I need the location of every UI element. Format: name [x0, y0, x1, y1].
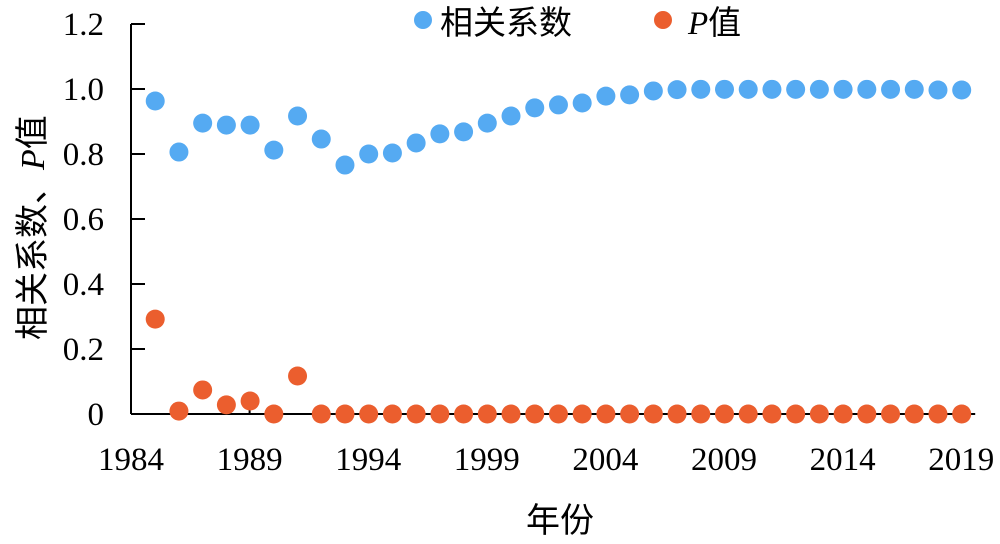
x-tick-label: 2009	[691, 442, 757, 478]
data-point	[952, 404, 972, 424]
legend-marker-correlation	[414, 11, 432, 29]
data-point	[501, 404, 521, 424]
legend-label-correlation: 相关系数	[440, 3, 572, 42]
data-point	[715, 404, 734, 424]
y-tick-label: 0.6	[63, 202, 104, 238]
data-point	[928, 404, 948, 424]
data-point	[833, 404, 853, 424]
x-tick-label: 2019	[928, 442, 994, 478]
data-point	[904, 79, 924, 99]
data-point	[240, 115, 260, 135]
x-tick-label: 1984	[98, 442, 164, 478]
data-point	[833, 79, 853, 99]
data-point	[928, 80, 948, 100]
data-point	[525, 404, 545, 424]
y-tick-label: 0	[88, 397, 105, 433]
data-point	[382, 143, 402, 163]
data-point	[359, 404, 379, 424]
x-tick-label: 2014	[810, 442, 876, 478]
legend-marker-pvalue	[654, 11, 672, 29]
y-tick-label: 1.2	[63, 7, 104, 43]
data-point	[786, 79, 806, 99]
data-point	[430, 124, 450, 144]
data-point	[809, 79, 829, 99]
data-point	[738, 404, 758, 424]
data-point	[430, 404, 450, 424]
x-axis-title: 年份	[526, 501, 594, 541]
data-point	[477, 404, 497, 424]
data-point	[643, 81, 663, 101]
data-point	[762, 404, 782, 424]
data-point	[335, 404, 355, 424]
data-point	[572, 93, 592, 113]
data-point	[501, 106, 521, 126]
data-point	[216, 395, 236, 415]
data-point	[359, 144, 379, 164]
data-point	[335, 155, 355, 175]
x-tick-label: 1999	[454, 442, 520, 478]
data-point	[454, 122, 474, 142]
data-point	[169, 401, 189, 421]
data-point	[857, 79, 877, 99]
data-point	[857, 404, 877, 424]
x-tick-label: 1994	[335, 442, 401, 478]
data-point	[264, 404, 284, 424]
data-point	[620, 404, 640, 424]
x-axis: 1984 1989 1994 1999 2004 2009 2014 2019	[98, 407, 994, 478]
data-point	[454, 404, 474, 424]
data-point	[477, 113, 497, 133]
data-point	[548, 95, 568, 115]
data-point	[145, 309, 165, 329]
y-tick-label: 0.2	[63, 332, 104, 368]
y-axis-title: 相关系数、P值	[13, 115, 53, 340]
data-point	[311, 129, 331, 149]
data-point	[596, 86, 616, 106]
series-pvalue	[145, 309, 972, 424]
data-point	[881, 79, 901, 99]
x-tick-label: 1989	[217, 442, 283, 478]
y-tick-label: 0.8	[63, 137, 104, 173]
data-point	[382, 404, 402, 424]
data-point	[548, 404, 568, 424]
data-point	[620, 85, 640, 105]
series-layer	[145, 79, 972, 424]
data-point	[311, 404, 331, 424]
data-point	[643, 404, 663, 424]
data-point	[952, 80, 972, 100]
data-point	[406, 133, 426, 153]
data-point	[904, 404, 924, 424]
data-point	[264, 140, 284, 160]
data-point	[572, 404, 592, 424]
data-point	[881, 404, 901, 424]
data-point	[145, 91, 165, 111]
data-point	[406, 404, 426, 424]
data-point	[193, 380, 213, 400]
data-point	[288, 106, 308, 126]
data-point	[667, 404, 687, 424]
data-point	[667, 80, 687, 100]
data-point	[169, 142, 189, 162]
data-point	[762, 79, 782, 99]
legend-label-pvalue: P值	[687, 3, 741, 42]
data-point	[809, 404, 829, 424]
y-tick-label: 0.4	[63, 267, 104, 303]
y-tick-label: 1.0	[63, 72, 104, 108]
y-axis: 0 0.2 0.4 0.6 0.8 1.0 1.2	[63, 7, 145, 433]
data-point	[216, 115, 236, 135]
series-correlation	[145, 79, 972, 175]
data-point	[525, 98, 545, 118]
data-point	[691, 404, 711, 424]
data-point	[738, 79, 758, 99]
data-point	[691, 79, 711, 99]
data-point	[240, 391, 260, 411]
legend: 相关系数 P值	[414, 3, 741, 42]
data-point	[288, 366, 308, 386]
data-point	[715, 79, 734, 99]
data-point	[596, 404, 616, 424]
data-point	[193, 113, 213, 133]
data-point	[786, 404, 806, 424]
x-tick-label: 2004	[572, 442, 638, 478]
